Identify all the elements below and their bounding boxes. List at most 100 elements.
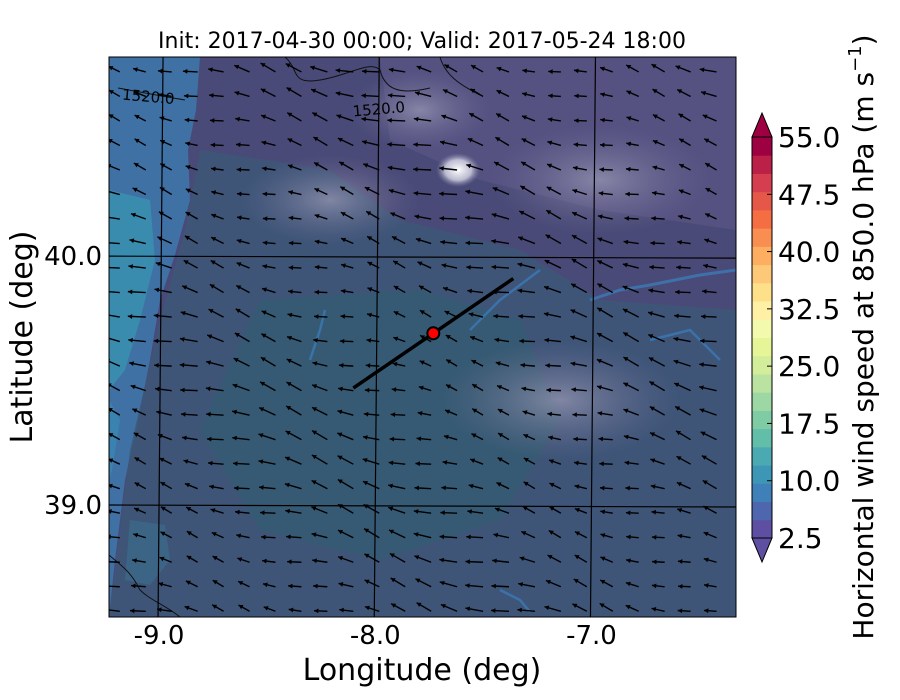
wind-arrow [543,311,562,318]
wind-arrow [206,334,224,343]
wind-arrow [231,409,250,416]
wind-arrow [439,215,458,221]
highland-cloud-a [240,155,420,245]
wind-arrow [573,460,587,466]
wind-arrow [465,583,484,588]
wind-arrow [262,558,276,564]
wind-arrow [441,485,458,491]
wind-arrow [548,93,561,99]
wind-arrow [208,93,224,98]
wind-arrow [440,239,458,245]
graticule [109,57,736,617]
wind-arrow [545,363,561,368]
wind-arrow [625,191,639,197]
wind-arrow [703,583,717,588]
y-axis-label: Latitude (deg) [5,231,40,444]
wind-arrow [599,66,613,73]
wind-arrow [650,240,665,246]
wind-arrow [467,509,484,515]
wind-arrow [311,406,328,416]
wind-arrow [573,68,587,74]
colorbar-label-close: ) [847,34,880,45]
wind-arrow [517,288,536,294]
wind-arrow [236,215,250,221]
colorbar-band-7 [752,392,772,411]
wind-arrow [260,88,276,98]
wind-arrow [134,114,147,122]
wind-arrow [262,191,276,197]
wind-arrow [212,579,224,588]
wind-arrow [387,93,406,98]
wind-arrow [626,534,639,540]
wind-arrow [160,481,173,490]
colorbar-band-18 [752,191,772,211]
colorbar-tick-label-6: 10.0 [778,465,840,498]
colorbar-tick-label-0: 55.0 [778,121,840,154]
wind-arrow [439,191,458,197]
wind-arrow [287,559,302,565]
colorbar-label-text: Horizontal wind speed at 850.0 hPa (m s [847,72,880,640]
wind-arrow [600,509,613,515]
wind-arrow [440,603,458,612]
wind-arrow [466,163,484,171]
wind-arrow [236,262,250,269]
wind-arrow [491,264,510,270]
wind-arrow [261,140,276,147]
wind-arrow [156,607,172,613]
wind-arrow [678,138,691,147]
wind-arrow [705,187,717,196]
wind-arrow [599,142,613,148]
wind-arrow [414,91,432,98]
wind-arrow [262,582,276,588]
wind-arrow [439,534,458,540]
wind-arrow [313,161,328,171]
wind-arrow [209,283,224,294]
wind-arrow [361,139,380,147]
wind-arrow [236,191,250,197]
wind-arrow [336,114,354,122]
wind-arrow [466,534,484,540]
wind-arrow [183,93,198,99]
wind-arrow [623,408,639,416]
wind-arrow [596,385,613,392]
wind-arrow [596,332,614,343]
wind-arrow [153,338,172,344]
colorbar-band-6 [752,410,772,430]
wind-arrow [573,436,587,442]
central-region [200,290,560,560]
wind-arrow [523,481,536,490]
wind-arrow [623,239,639,245]
wind-arrow [413,532,432,539]
wind-arrow [441,114,458,122]
wind-arrow [311,111,328,122]
wind-arrow [518,313,535,319]
wind-arrow [496,66,510,73]
highland-cloud-d [350,70,490,150]
wind-arrow [626,141,639,147]
wind-arrow [520,161,536,171]
wind-arrow [496,384,510,392]
wind-arrow [493,532,510,539]
wind-arrow [600,92,613,98]
wind-arrow [258,459,276,465]
wind-arrow [109,383,121,392]
wind-arrow [652,165,665,171]
wind-arrow [491,239,510,245]
wind-arrow [622,331,640,343]
wind-arrow [262,264,276,269]
wind-arrow [414,555,432,563]
wind-arrow [519,556,536,563]
wind-arrow [548,459,562,465]
wind-arrow [258,406,276,416]
wind-arrow [212,555,224,563]
wind-arrow [678,113,691,122]
wind-arrow [520,362,535,368]
wind-arrow [675,430,691,441]
wind-arrow [703,138,717,147]
wind-arrow [546,186,562,196]
wind-arrow [703,557,717,563]
wind-arrow [441,263,458,269]
wind-arrow [284,482,302,490]
wind-arrow [363,411,380,417]
